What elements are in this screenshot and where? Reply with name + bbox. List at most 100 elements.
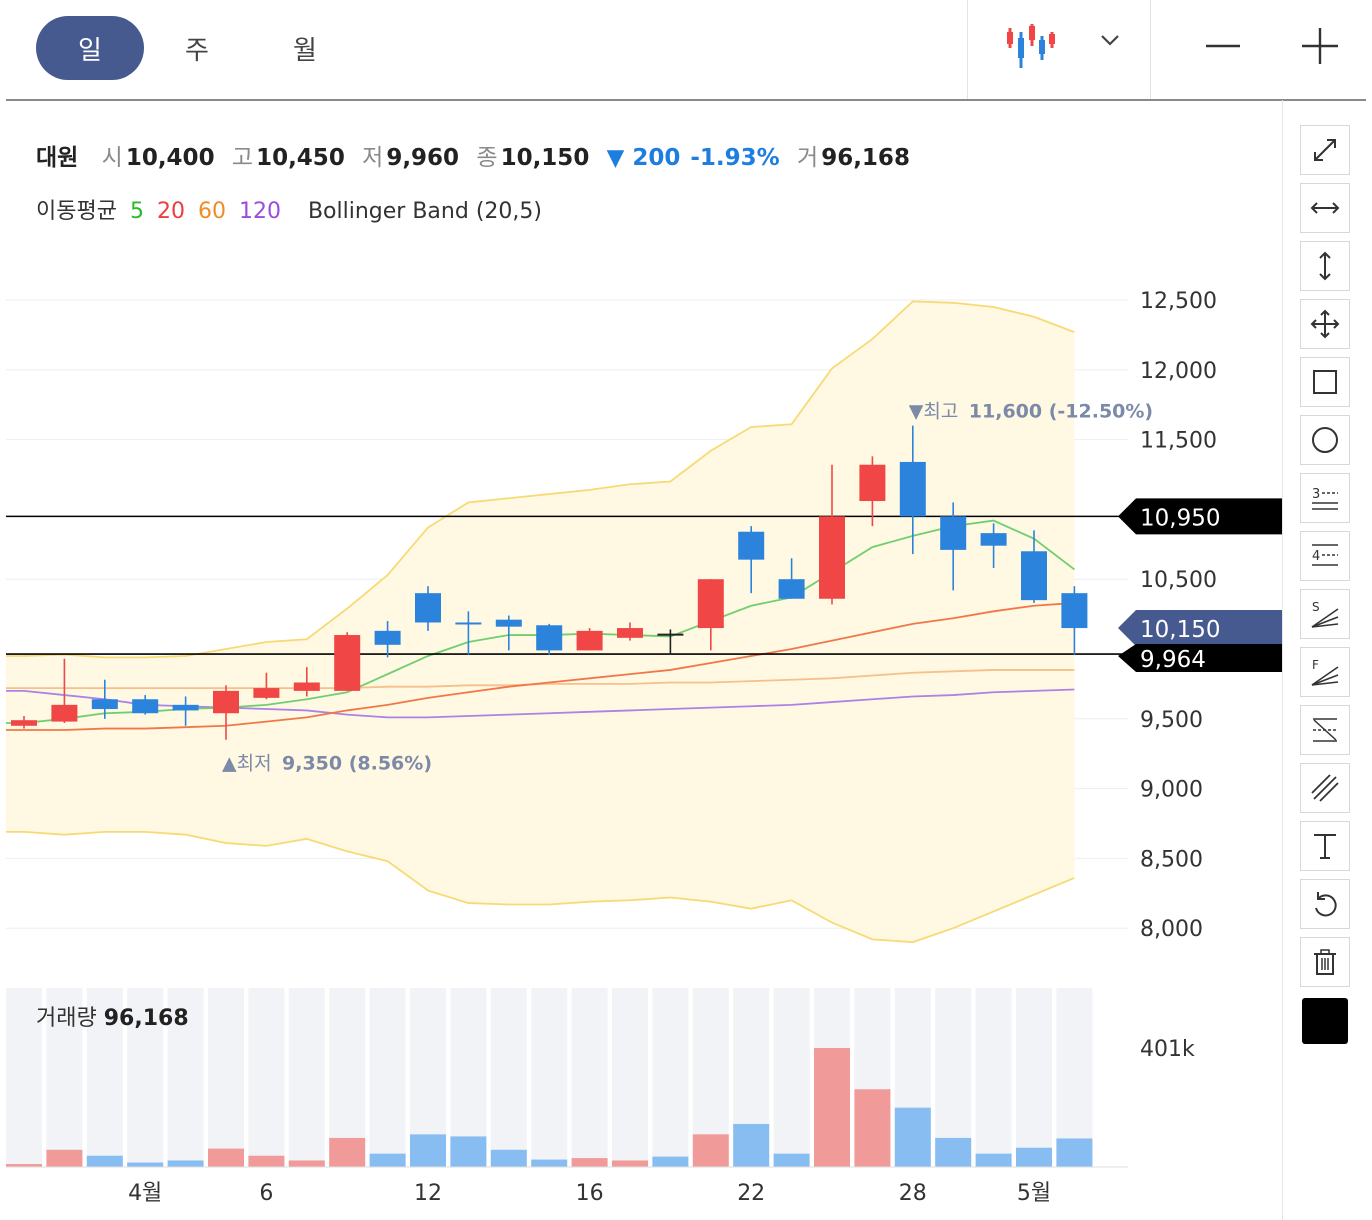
undo-icon[interactable]: [1300, 879, 1350, 929]
volume-bg-bar: [1056, 988, 1093, 1167]
close-label: 종: [476, 145, 498, 171]
y-tick-label: 8,000: [1140, 917, 1203, 942]
volume-bar: [652, 1156, 689, 1167]
chevron-down-icon[interactable]: [1098, 30, 1122, 54]
volume-axis-label: 401k: [1140, 1037, 1195, 1062]
ma20-line: [6, 602, 1075, 731]
volume-bar: [733, 1123, 770, 1167]
ma-label: 이동평균: [36, 199, 117, 224]
parallel-lines-tool-icon[interactable]: [1300, 763, 1350, 813]
svg-text:3: 3: [1312, 487, 1320, 502]
candle-body: [253, 688, 280, 698]
speed-fan-tool-icon[interactable]: S: [1300, 589, 1350, 639]
trend-channel-tool-icon[interactable]: [1300, 705, 1350, 755]
color-picker[interactable]: [1302, 998, 1348, 1044]
candle-body: [940, 516, 967, 550]
high-value: 10,450: [256, 145, 345, 171]
candle-body: [697, 579, 724, 629]
vertical-line-tool-icon[interactable]: [1300, 241, 1350, 291]
volume-bar: [208, 1148, 244, 1167]
fib-4-tool-icon[interactable]: 4: [1300, 531, 1350, 581]
candle-body: [657, 633, 684, 636]
volume-bg-bar: [1016, 988, 1052, 1167]
stock-name: 대원: [36, 145, 79, 171]
bollinger-band: [6, 300, 1075, 944]
volume-bg-bar: [86, 988, 123, 1167]
text-tool-icon[interactable]: [1300, 821, 1350, 871]
candle-body: [11, 720, 37, 726]
horizontal-lines: [6, 515, 1126, 655]
volume-bar: [531, 1159, 568, 1167]
price-chart[interactable]: ▼최고 11,600 (-12.50%) ▲최저 9,350 (8.56%) 12,5…: [0, 0, 1282, 1220]
volume-bar: [490, 1149, 527, 1167]
rectangle-tool-icon[interactable]: [1300, 357, 1350, 407]
volume-bg-bar: [167, 988, 204, 1167]
x-tick-label: 22: [737, 1181, 765, 1206]
top-bar-border: [6, 99, 1366, 101]
volume-bar: [814, 1048, 850, 1167]
trash-icon[interactable]: [1300, 937, 1350, 987]
fib-fan-tool-icon[interactable]: F: [1300, 647, 1350, 697]
tab-monthly[interactable]: 월: [251, 16, 359, 80]
candle-body: [617, 628, 643, 638]
candles: [11, 425, 1088, 740]
volume-chart: 401k: [6, 988, 1195, 1168]
svg-text:4: 4: [1312, 549, 1320, 564]
y-tick-label: 11,500: [1140, 429, 1217, 454]
volume-bar: [571, 1158, 608, 1167]
tab-monthly-label: 월: [293, 35, 317, 66]
line-tag-bg: [1118, 498, 1282, 535]
volume-title-label: 거래량: [36, 1006, 97, 1031]
volume-title: 거래량 96,168: [36, 1000, 189, 1032]
candle-body: [51, 704, 78, 722]
candle-body: [132, 699, 159, 714]
annotation-label: ▲최저: [222, 753, 272, 775]
tab-daily[interactable]: 일: [36, 16, 144, 80]
volume-bar: [329, 1137, 366, 1167]
volume-bg-bar: [329, 988, 366, 1167]
circle-tool-icon[interactable]: [1300, 415, 1350, 465]
volume-bg-bar: [127, 988, 164, 1167]
ma5-line: [6, 519, 1075, 724]
zoom-in-icon[interactable]: [1300, 26, 1340, 70]
x-tick-label: 28: [899, 1181, 927, 1206]
y-axis: 12,500 12,000 11,500 10,500 9,500 9,000 8,500 8…: [1140, 289, 1217, 942]
current-price-tag-bg: [1118, 610, 1282, 647]
y-tick-label: 10,500: [1140, 568, 1217, 593]
volume-bar: [612, 1160, 648, 1167]
candlestick-chart-icon[interactable]: [1004, 24, 1058, 74]
fib-3-tool-icon[interactable]: 3: [1300, 473, 1350, 523]
volume-bar: [450, 1136, 487, 1167]
volume-bar: [894, 1107, 931, 1167]
volume-bar: [288, 1160, 325, 1167]
annotation-label: ▼최고: [909, 401, 959, 423]
candle-body: [859, 464, 886, 502]
candle-body: [778, 579, 805, 599]
candle-body: [1021, 551, 1047, 601]
tab-weekly[interactable]: 주: [143, 16, 251, 80]
change-value: ▼ 200: [606, 145, 681, 171]
volume-value: 96,168: [821, 145, 910, 171]
indicator-legend[interactable]: 이동평균 5 20 60 120 Bollinger Band (20,5): [36, 193, 550, 225]
move-tool-icon[interactable]: [1300, 299, 1350, 349]
volume-bar: [410, 1134, 446, 1167]
candle-body: [495, 619, 522, 627]
volume-bg-bar: [46, 988, 83, 1167]
volume-bar: [248, 1155, 285, 1167]
volume-bar: [369, 1153, 406, 1167]
volume-bg-bar: [531, 988, 568, 1167]
volume-bar: [46, 1149, 83, 1167]
annotation-value: 9,350 (8.56%): [282, 753, 432, 775]
candle-body: [980, 533, 1007, 546]
volume-bar: [975, 1153, 1012, 1167]
x-tick-label: 6: [259, 1181, 273, 1206]
candle-body: [536, 625, 563, 651]
volume-bar: [1056, 1138, 1093, 1167]
candle-body: [1061, 593, 1088, 629]
zoom-out-icon[interactable]: [1204, 30, 1242, 66]
horizontal-ray-tool-icon[interactable]: [1300, 183, 1350, 233]
volume-label: 거: [797, 145, 819, 171]
volume-bg-bar: [288, 988, 325, 1167]
diagonal-line-tool-icon[interactable]: [1300, 125, 1350, 175]
x-tick-label: 5월: [1017, 1181, 1051, 1206]
